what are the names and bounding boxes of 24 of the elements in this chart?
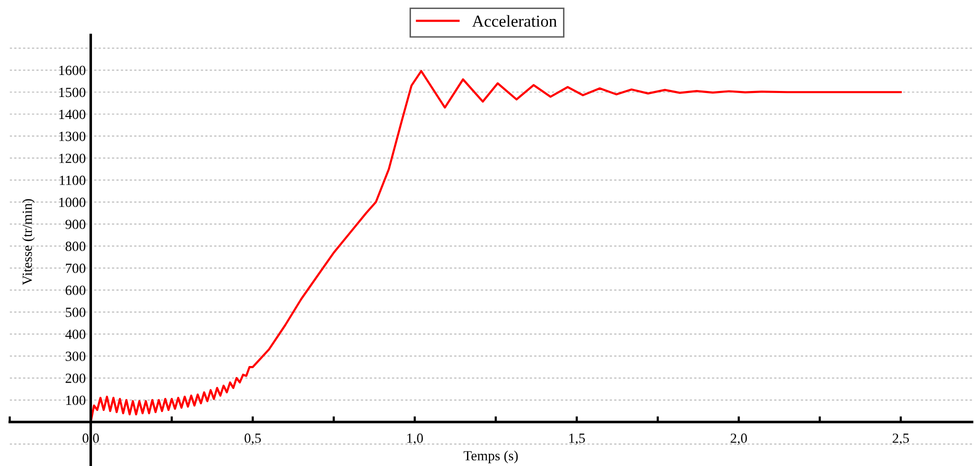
y-tick-label: 1000 (59, 198, 86, 208)
y-tick-label: 1400 (59, 110, 86, 120)
y-tick-label: 1300 (59, 132, 86, 142)
x-tick-label: 1,0 (407, 434, 423, 445)
y-tick-label: 200 (66, 374, 86, 383)
x-tick-label: 2,0 (730, 434, 747, 445)
y-tick-label: 600 (66, 286, 86, 296)
x-tick-label: 0,5 (244, 434, 261, 445)
x-tick-label: 1,5 (569, 434, 585, 445)
x-tick-label: 2,5 (892, 434, 909, 445)
y-tick-label: 300 (66, 352, 86, 361)
y-tick-label: 1100 (60, 176, 86, 186)
y-tick-label: 1500 (59, 88, 86, 98)
y-axis-title: Vitesse (tr/min) (22, 199, 35, 286)
legend-label: Acceleration (472, 15, 557, 27)
y-tick-label: 1600 (59, 66, 86, 76)
y-tick-label: 1200 (59, 154, 86, 164)
y-tick-label: 800 (66, 242, 86, 252)
y-tick-label: 100 (66, 396, 86, 405)
y-tick-label: 400 (65, 330, 86, 339)
y-tick-label: 500 (66, 308, 86, 318)
y-tick-label: 700 (66, 264, 86, 274)
y-tick-label: 900 (65, 220, 86, 230)
x-axis-title: Temps (s) (464, 450, 518, 464)
